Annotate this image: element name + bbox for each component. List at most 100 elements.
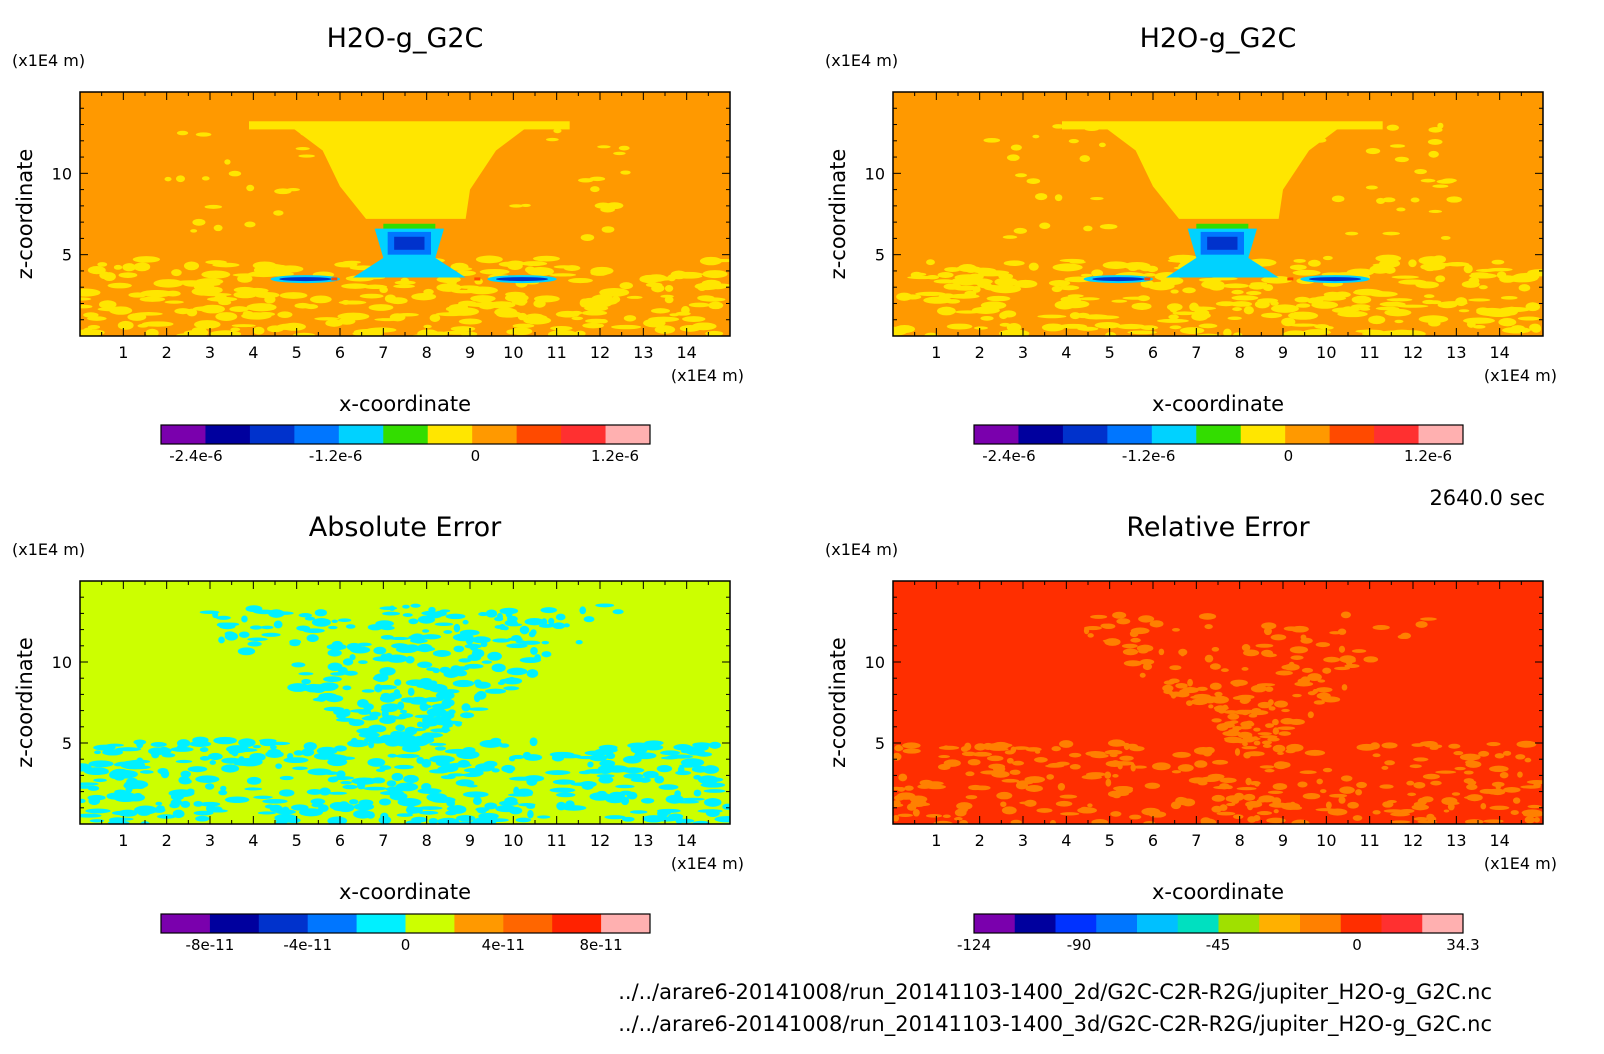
x-tick-label: 10 <box>1316 343 1336 362</box>
x-tick-label: 2 <box>975 831 985 850</box>
field-pattern <box>80 603 730 824</box>
colorbar-swatch <box>974 914 1016 933</box>
colorbar-tick-label: 1.2e-6 <box>591 447 639 465</box>
x-tick-label: 12 <box>1403 831 1423 850</box>
colorbar: -124 -90 -45 0 34.3 <box>957 913 1480 954</box>
x-tick-label: 8 <box>422 343 432 362</box>
x-tick-label: 4 <box>1061 343 1071 362</box>
x-tick-label: 9 <box>465 343 475 362</box>
x-tick-label: 5 <box>292 343 302 362</box>
colorbar-swatch <box>249 425 295 444</box>
x-tick-label: 9 <box>1278 831 1288 850</box>
colorbar-swatch <box>1240 425 1286 444</box>
colorbar-swatch <box>258 914 309 933</box>
y-tick-label: 5 <box>62 734 72 753</box>
x-tick-label: 9 <box>1278 343 1288 362</box>
colorbar-swatch <box>601 914 651 933</box>
colorbar-swatch <box>1151 425 1197 444</box>
colorbar-tick-label: -2.4e-6 <box>982 447 1035 465</box>
colorbar-swatch <box>1422 914 1464 933</box>
x-unit-label: (x1E4 m) <box>671 366 744 385</box>
axis-ticks <box>80 92 730 336</box>
colorbar-frame <box>973 913 1464 934</box>
x-unit-label: (x1E4 m) <box>671 854 744 873</box>
x-tick-label: 14 <box>676 343 696 362</box>
field-pattern <box>893 611 1543 824</box>
x-tick-label: 6 <box>1148 831 1158 850</box>
y-tick-label: 10 <box>52 653 72 672</box>
panel-h2o-3d: H2O-g_G2C(x1E4 m)1 2 3 4 5 6 7 8 9 10 11 12 13 14510(… <box>825 23 1557 465</box>
y-unit-label: (x1E4 m) <box>12 540 85 559</box>
colorbar-swatch <box>1329 425 1375 444</box>
file-path-3d: ../../arare6-20141008/run_20141103-1400_… <box>618 1012 1492 1036</box>
x-tick-label: 12 <box>590 343 610 362</box>
x-tick-label: 6 <box>335 831 345 850</box>
colorbar-swatch <box>1196 425 1242 444</box>
colorbar-swatch <box>1285 425 1331 444</box>
colorbar-swatch <box>383 425 429 444</box>
y-tick-label: 5 <box>875 246 885 265</box>
colorbar-swatch <box>552 914 602 933</box>
colorbar-swatch <box>1381 914 1423 933</box>
colorbar-swatch <box>209 914 260 933</box>
colorbar-swatch <box>1177 914 1219 933</box>
x-tick-label: 4 <box>248 343 258 362</box>
x-tick-label: 7 <box>378 343 388 362</box>
colorbar-tick-label: 4e-11 <box>482 936 525 954</box>
y-unit-label: (x1E4 m) <box>825 51 898 70</box>
x-tick-label: 10 <box>1316 831 1336 850</box>
colorbar-tick-label: -8e-11 <box>186 936 235 954</box>
panel-h2o-2d: H2O-g_G2C(x1E4 m)1 2 3 4 5 6 7 8 9 10 11 12 13 14510(… <box>12 23 744 465</box>
y-axis-label: z-coordinate <box>826 149 850 280</box>
panel-abs-error: Absolute Error(x1E4 m)1 2 3 4 5 6 7 8 9 10 11 12 13 1… <box>12 512 744 954</box>
time-label: 2640.0 sec <box>1429 486 1545 510</box>
x-tick-label: 12 <box>1403 343 1423 362</box>
x-tick-label: 13 <box>633 343 653 362</box>
x-tick-label: 2 <box>162 343 172 362</box>
colorbar-tick-label: 0 <box>471 447 481 465</box>
panel-title: H2O-g_G2C <box>327 23 484 54</box>
x-tick-label: 8 <box>1235 831 1245 850</box>
axis-ticks <box>80 581 730 824</box>
y-tick-label: 5 <box>875 734 885 753</box>
x-unit-label: (x1E4 m) <box>1484 366 1557 385</box>
x-tick-label: 2 <box>975 343 985 362</box>
colorbar-swatch <box>338 425 384 444</box>
colorbar-frame <box>160 424 651 445</box>
y-tick-label: 10 <box>52 164 72 183</box>
x-tick-label: 7 <box>1191 831 1201 850</box>
x-axis-label: x-coordinate <box>339 880 471 904</box>
colorbar-swatch <box>1062 425 1108 444</box>
colorbar-tick-label: 1.2e-6 <box>1404 447 1452 465</box>
panel-title: H2O-g_G2C <box>1140 23 1297 54</box>
y-axis-label: z-coordinate <box>13 149 37 280</box>
colorbar-swatch <box>605 425 651 444</box>
x-tick-label: 13 <box>633 831 653 850</box>
colorbar-swatch <box>307 914 358 933</box>
x-tick-label: 3 <box>205 343 215 362</box>
colorbar-swatch <box>1300 914 1342 933</box>
x-tick-label: 3 <box>1018 343 1028 362</box>
colorbar-tick-label: -90 <box>1067 936 1092 954</box>
x-tick-label: 3 <box>1018 831 1028 850</box>
colorbar-swatch <box>1218 914 1260 933</box>
colorbar-swatch <box>1014 914 1056 933</box>
colorbar-swatch <box>1259 914 1301 933</box>
x-tick-label: 1 <box>931 343 941 362</box>
x-tick-label: 1 <box>931 831 941 850</box>
colorbar-swatch <box>974 425 1019 444</box>
colorbar-tick-label: -1.2e-6 <box>1122 447 1175 465</box>
colorbar: -2.4e-6 -1.2e-6 0 1.2e-6 <box>160 424 651 465</box>
colorbar-tick-label: -124 <box>957 936 991 954</box>
field-pattern <box>893 121 1543 336</box>
colorbar-swatch <box>405 914 455 933</box>
colorbar-tick-label: 0 <box>1284 447 1294 465</box>
x-tick-label: 7 <box>378 831 388 850</box>
axis-ticks <box>893 92 1543 336</box>
colorbar-swatch <box>1107 425 1153 444</box>
colorbar-tick-label: 0 <box>401 936 411 954</box>
x-tick-label: 11 <box>546 343 566 362</box>
x-tick-label: 5 <box>292 831 302 850</box>
colorbar-swatch <box>205 425 251 444</box>
colorbar-frame <box>160 913 651 934</box>
